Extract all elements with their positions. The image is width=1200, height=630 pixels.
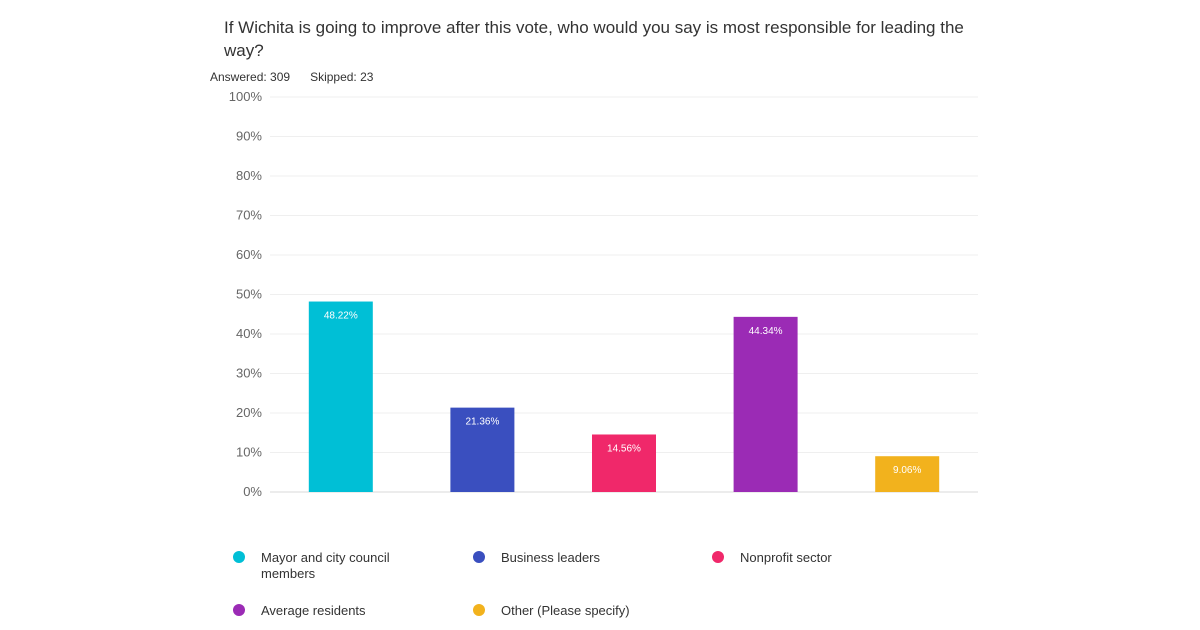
y-tick-label: 0% — [243, 484, 262, 499]
legend-label: Mayor and city council members — [261, 550, 390, 581]
bar-value-label: 14.56% — [607, 443, 641, 454]
legend-swatch — [712, 551, 724, 563]
legend-swatch — [233, 604, 245, 616]
answered-count: Answered: 309 — [210, 70, 291, 84]
y-tick-label: 40% — [236, 326, 262, 341]
bar — [592, 434, 656, 492]
legend-swatch — [473, 604, 485, 616]
legend-swatch — [473, 551, 485, 563]
y-tick-label: 10% — [236, 445, 262, 460]
response-counts: Answered: 309 Skipped: 23 — [210, 70, 373, 84]
bar — [450, 407, 515, 492]
y-tick-label: 20% — [236, 405, 262, 420]
bar-value-label: 21.36% — [465, 417, 499, 428]
legend-label: Nonprofit sector — [740, 550, 832, 565]
y-tick-label: 60% — [236, 247, 262, 262]
bar — [308, 301, 373, 492]
legend-item-nonprofit: Nonprofit sector — [712, 550, 900, 566]
bar-value-label: 48.22% — [324, 311, 358, 322]
question-title: If Wichita is going to improve after thi… — [224, 18, 964, 60]
y-tick-label: 100% — [229, 89, 263, 104]
y-tick-label: 50% — [236, 287, 262, 302]
legend-item-mayor: Mayor and city council members — [233, 550, 421, 582]
y-tick-label: 80% — [236, 168, 262, 183]
legend-label: Average residents — [261, 603, 366, 618]
legend-item-other: Other (Please specify) — [473, 603, 661, 619]
legend-label: Other (Please specify) — [501, 603, 630, 618]
legend-item-business: Business leaders — [473, 550, 661, 566]
bar-value-label: 44.34% — [749, 326, 783, 337]
legend-label: Business leaders — [501, 550, 600, 565]
legend-item-residents: Average residents — [233, 603, 421, 619]
bar — [733, 316, 798, 492]
bar — [875, 456, 940, 492]
y-tick-label: 70% — [236, 208, 262, 223]
skipped-count: Skipped: 23 — [310, 70, 374, 84]
y-tick-label: 30% — [236, 366, 262, 381]
legend-swatch — [233, 551, 245, 563]
y-tick-label: 90% — [236, 129, 262, 144]
bar-value-label: 9.06% — [893, 465, 921, 476]
